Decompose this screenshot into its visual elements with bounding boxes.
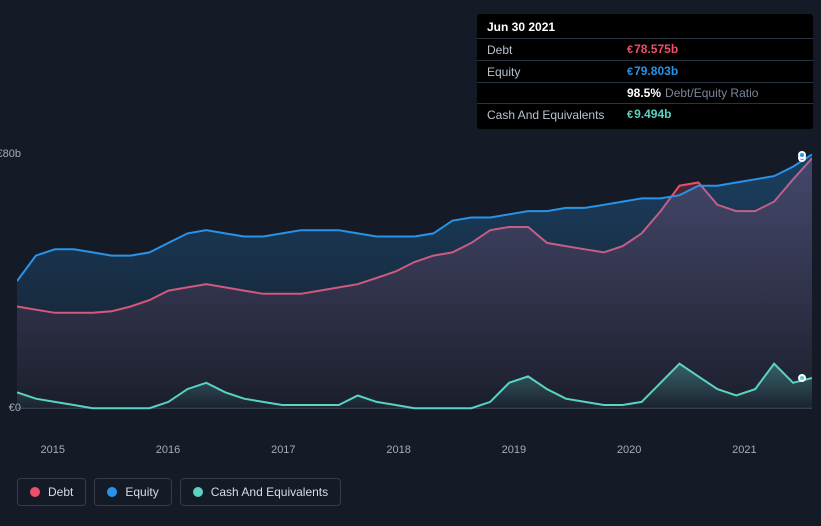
chart-legend: Debt Equity Cash And Equivalents xyxy=(17,478,341,506)
tooltip-row: Debt€78.575b xyxy=(477,38,813,60)
legend-label: Cash And Equivalents xyxy=(211,485,328,499)
legend-item-debt[interactable]: Debt xyxy=(17,478,86,506)
legend-dot-icon xyxy=(30,487,40,497)
x-axis-label: 2019 xyxy=(502,444,526,456)
x-axis-label: 2015 xyxy=(41,444,65,456)
x-axis: 2015 2016 2017 2018 2019 2020 2021 xyxy=(17,444,812,464)
legend-dot-icon xyxy=(193,487,203,497)
legend-item-equity[interactable]: Equity xyxy=(94,478,171,506)
tooltip-label: Cash And Equivalents xyxy=(487,107,627,123)
x-axis-label: 2020 xyxy=(617,444,641,456)
chart-tooltip: Jun 30 2021 Debt€78.575bEquity€79.803b98… xyxy=(477,14,813,129)
tooltip-date: Jun 30 2021 xyxy=(477,14,813,38)
tooltip-label: Equity xyxy=(487,64,627,80)
y-axis-label: €80b xyxy=(0,148,21,160)
legend-item-cash-and-equivalents[interactable]: Cash And Equivalents xyxy=(180,478,341,506)
tooltip-row: 98.5%Debt/Equity Ratio xyxy=(477,82,813,103)
tooltip-value: €79.803b xyxy=(627,63,678,80)
x-axis-label: 2018 xyxy=(386,444,410,456)
marker-dot-icon xyxy=(798,151,806,159)
tooltip-label: Debt xyxy=(487,42,627,58)
tooltip-row: Equity€79.803b xyxy=(477,60,813,82)
tooltip-value: €78.575b xyxy=(627,41,678,58)
tooltip-suffix: Debt/Equity Ratio xyxy=(665,85,758,101)
x-axis-label: 2016 xyxy=(156,444,180,456)
y-axis-label: €0 xyxy=(0,402,21,414)
tooltip-value: €9.494b xyxy=(627,106,671,123)
legend-label: Equity xyxy=(125,485,158,499)
tooltip-value: 98.5% xyxy=(627,85,661,101)
tooltip-row: Cash And Equivalents€9.494b xyxy=(477,103,813,125)
legend-dot-icon xyxy=(107,487,117,497)
legend-label: Debt xyxy=(48,485,73,499)
x-axis-label: 2021 xyxy=(732,444,756,456)
x-axis-label: 2017 xyxy=(271,444,295,456)
marker-dot-icon xyxy=(798,374,806,382)
